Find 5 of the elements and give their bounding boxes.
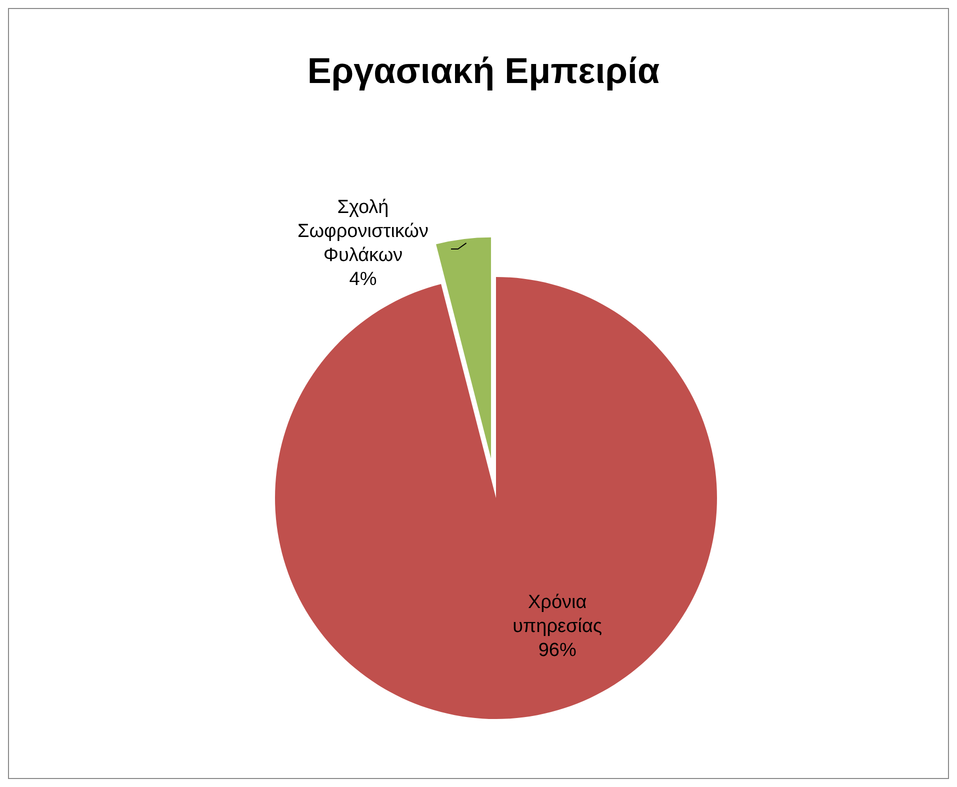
slice-label: Χρόνια υπηρεσίας: [512, 592, 602, 637]
chart-title: Εργασιακή Εμπειρία: [307, 50, 660, 91]
data-label: 4%: [349, 269, 377, 290]
data-label: 96%: [538, 640, 577, 661]
slice-label: Σχολή Σωφρονιστικών Φυλάκων: [297, 197, 429, 266]
